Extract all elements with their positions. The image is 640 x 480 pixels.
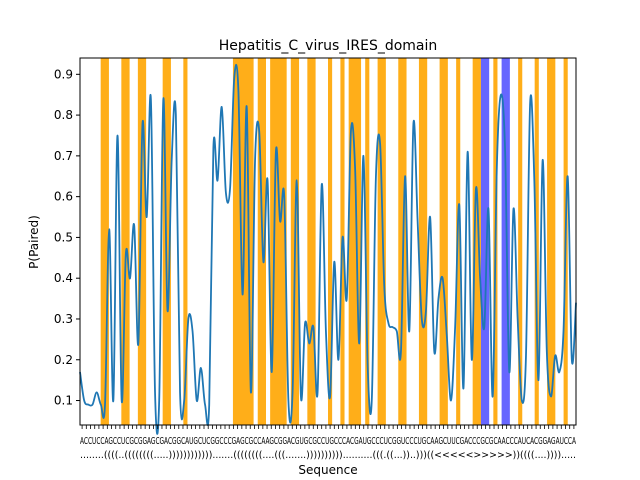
pseudoknot-region-band: [480, 58, 490, 425]
plot-frame: [79, 57, 577, 426]
y-axis-label: P(Paired): [27, 215, 41, 269]
paired-region-band: [547, 58, 556, 425]
y-tick-label: 0.2: [54, 353, 73, 367]
paired-region-band: [100, 58, 109, 425]
paired-region-band: [418, 58, 428, 425]
y-tick-label: 0.5: [54, 230, 73, 244]
y-tick-label: 0.8: [54, 108, 73, 122]
y-axis-ticks: 0.1 0.2 0.3 0.4 0.5 0.6 0.7 0.8 0.9: [54, 67, 80, 408]
paired-region-band: [137, 58, 147, 425]
paired-region-band: [307, 58, 316, 425]
paired-region-band: [183, 58, 188, 425]
x-axis-label: Sequence: [298, 463, 357, 477]
x-axis-ticks: [81, 425, 575, 429]
series-line: [79, 63, 577, 435]
chart-title: Hepatitis_C_virus_IRES_domain: [219, 38, 438, 54]
paired-region-band: [377, 58, 386, 425]
paired-region-band: [518, 58, 523, 425]
paired-region-band: [439, 58, 448, 425]
sequence-track: ACCUCCAGCCUCGCGGAGCGACGGCAUGCUCGGCCCGAGC…: [80, 436, 576, 447]
y-tick-label: 0.4: [54, 271, 73, 285]
pseudoknot-region-band: [501, 58, 510, 425]
y-tick-label: 0.3: [54, 312, 73, 326]
probability-line: [79, 63, 577, 435]
paired-region-band: [270, 58, 287, 425]
paired-region-band: [472, 58, 481, 425]
paired-region-band: [534, 58, 539, 425]
paired-region-band: [348, 58, 362, 425]
y-tick-label: 0.9: [54, 67, 73, 81]
structure-track: ........((((..((((((((.....)))))))))))).…: [80, 450, 576, 461]
y-tick-label: 0.6: [54, 190, 73, 204]
paired-region-band: [365, 58, 370, 425]
y-tick-label: 0.7: [54, 149, 73, 163]
paired-region-band: [121, 58, 130, 425]
y-tick-label: 0.1: [54, 394, 73, 408]
paired-region-band: [328, 58, 333, 425]
